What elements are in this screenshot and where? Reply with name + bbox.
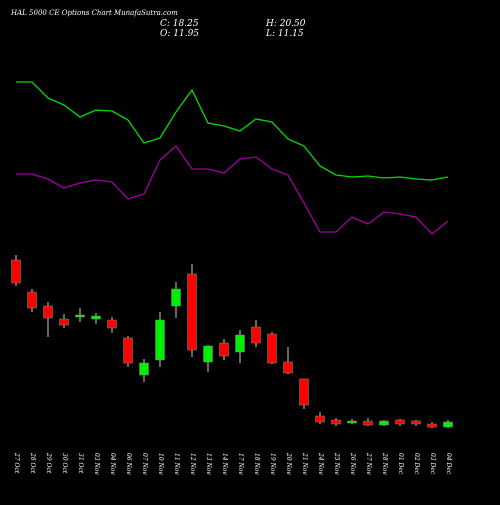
x-tick-label: 27 Oct [13, 452, 20, 474]
candle-bullish [75, 314, 85, 318]
candle-bearish [395, 419, 405, 425]
candle-bullish [347, 420, 357, 424]
x-tick-label: 11 Nov [173, 453, 180, 475]
x-tick-label: 07 Nov [141, 453, 148, 475]
x-tick-label: 03 Nov [93, 453, 100, 475]
candle-bearish [107, 319, 117, 329]
candle-bullish [139, 362, 149, 376]
x-tick-label: 24 Nov [317, 452, 324, 475]
candle-bearish [251, 326, 261, 344]
x-tick-label: 17 Nov [237, 453, 244, 475]
candle-bullish [91, 315, 101, 320]
x-tick-label: 02 Dec [413, 453, 420, 475]
x-tick-label: 10 Nov [157, 453, 164, 475]
x-tick-label: 14 Nov [221, 453, 228, 475]
x-tick-label: 28 Oct [29, 452, 36, 474]
low-value: L: 11.15 [266, 29, 304, 39]
candle-bullish [171, 288, 181, 307]
candle-bearish [43, 305, 53, 319]
open-value: O: 11.95 [160, 29, 200, 39]
high-value: H: 20.50 [266, 19, 306, 29]
chart-title: HAL 5000 CE Options Chart MunafaSutra.co… [11, 9, 178, 17]
x-tick-label: 13 Nov [205, 453, 212, 475]
x-tick-label: 04 Dec [445, 453, 452, 475]
candle-bearish [331, 419, 341, 425]
indicator-line-2 [16, 145, 449, 235]
candle-bearish [27, 291, 37, 309]
indicator-line-1 [16, 81, 449, 181]
candle-bearish [363, 420, 373, 426]
candle-bearish [411, 420, 421, 425]
candle-bearish [187, 273, 197, 351]
candle-bullish [235, 334, 245, 353]
candle-bearish [299, 378, 309, 406]
candle-bearish [11, 259, 21, 284]
x-tick-label: 06 Nov [125, 453, 132, 475]
x-tick-label: 12 Nov [189, 453, 196, 475]
candle-bullish [203, 345, 213, 363]
x-tick-label: 01 Dec [397, 453, 404, 475]
candle-bearish [267, 333, 277, 364]
x-tick-label: 29 Oct [45, 452, 52, 474]
x-tick-label: 27 Nov [365, 452, 372, 475]
candle-bullish [443, 421, 453, 428]
x-tick-label: 31 Oct [77, 453, 84, 474]
candle-bearish [427, 423, 437, 428]
x-tick-label: 26 Nov [349, 452, 356, 475]
candle-bearish [283, 361, 293, 374]
candle-bearish [59, 318, 69, 326]
candle-bullish [379, 420, 389, 426]
x-tick-label: 18 Nov [253, 453, 260, 475]
close-value: C: 18.25 [160, 19, 199, 29]
candle-bearish [123, 337, 133, 364]
x-tick-label: 03 Dec [429, 453, 436, 475]
x-tick-label: 21 Nov [301, 452, 308, 475]
candle-bearish [315, 415, 325, 423]
x-tick-label: 25 Nov [333, 452, 340, 475]
x-tick-label: 20 Nov [285, 452, 292, 475]
x-tick-label: 30 Oct [61, 453, 68, 474]
x-tick-label: 04 Nov [109, 453, 116, 475]
x-tick-label: 19 Nov [269, 453, 276, 475]
x-tick-label: 28 Nov [381, 452, 388, 475]
candle-bearish [219, 342, 229, 357]
candle-bullish [155, 319, 165, 361]
